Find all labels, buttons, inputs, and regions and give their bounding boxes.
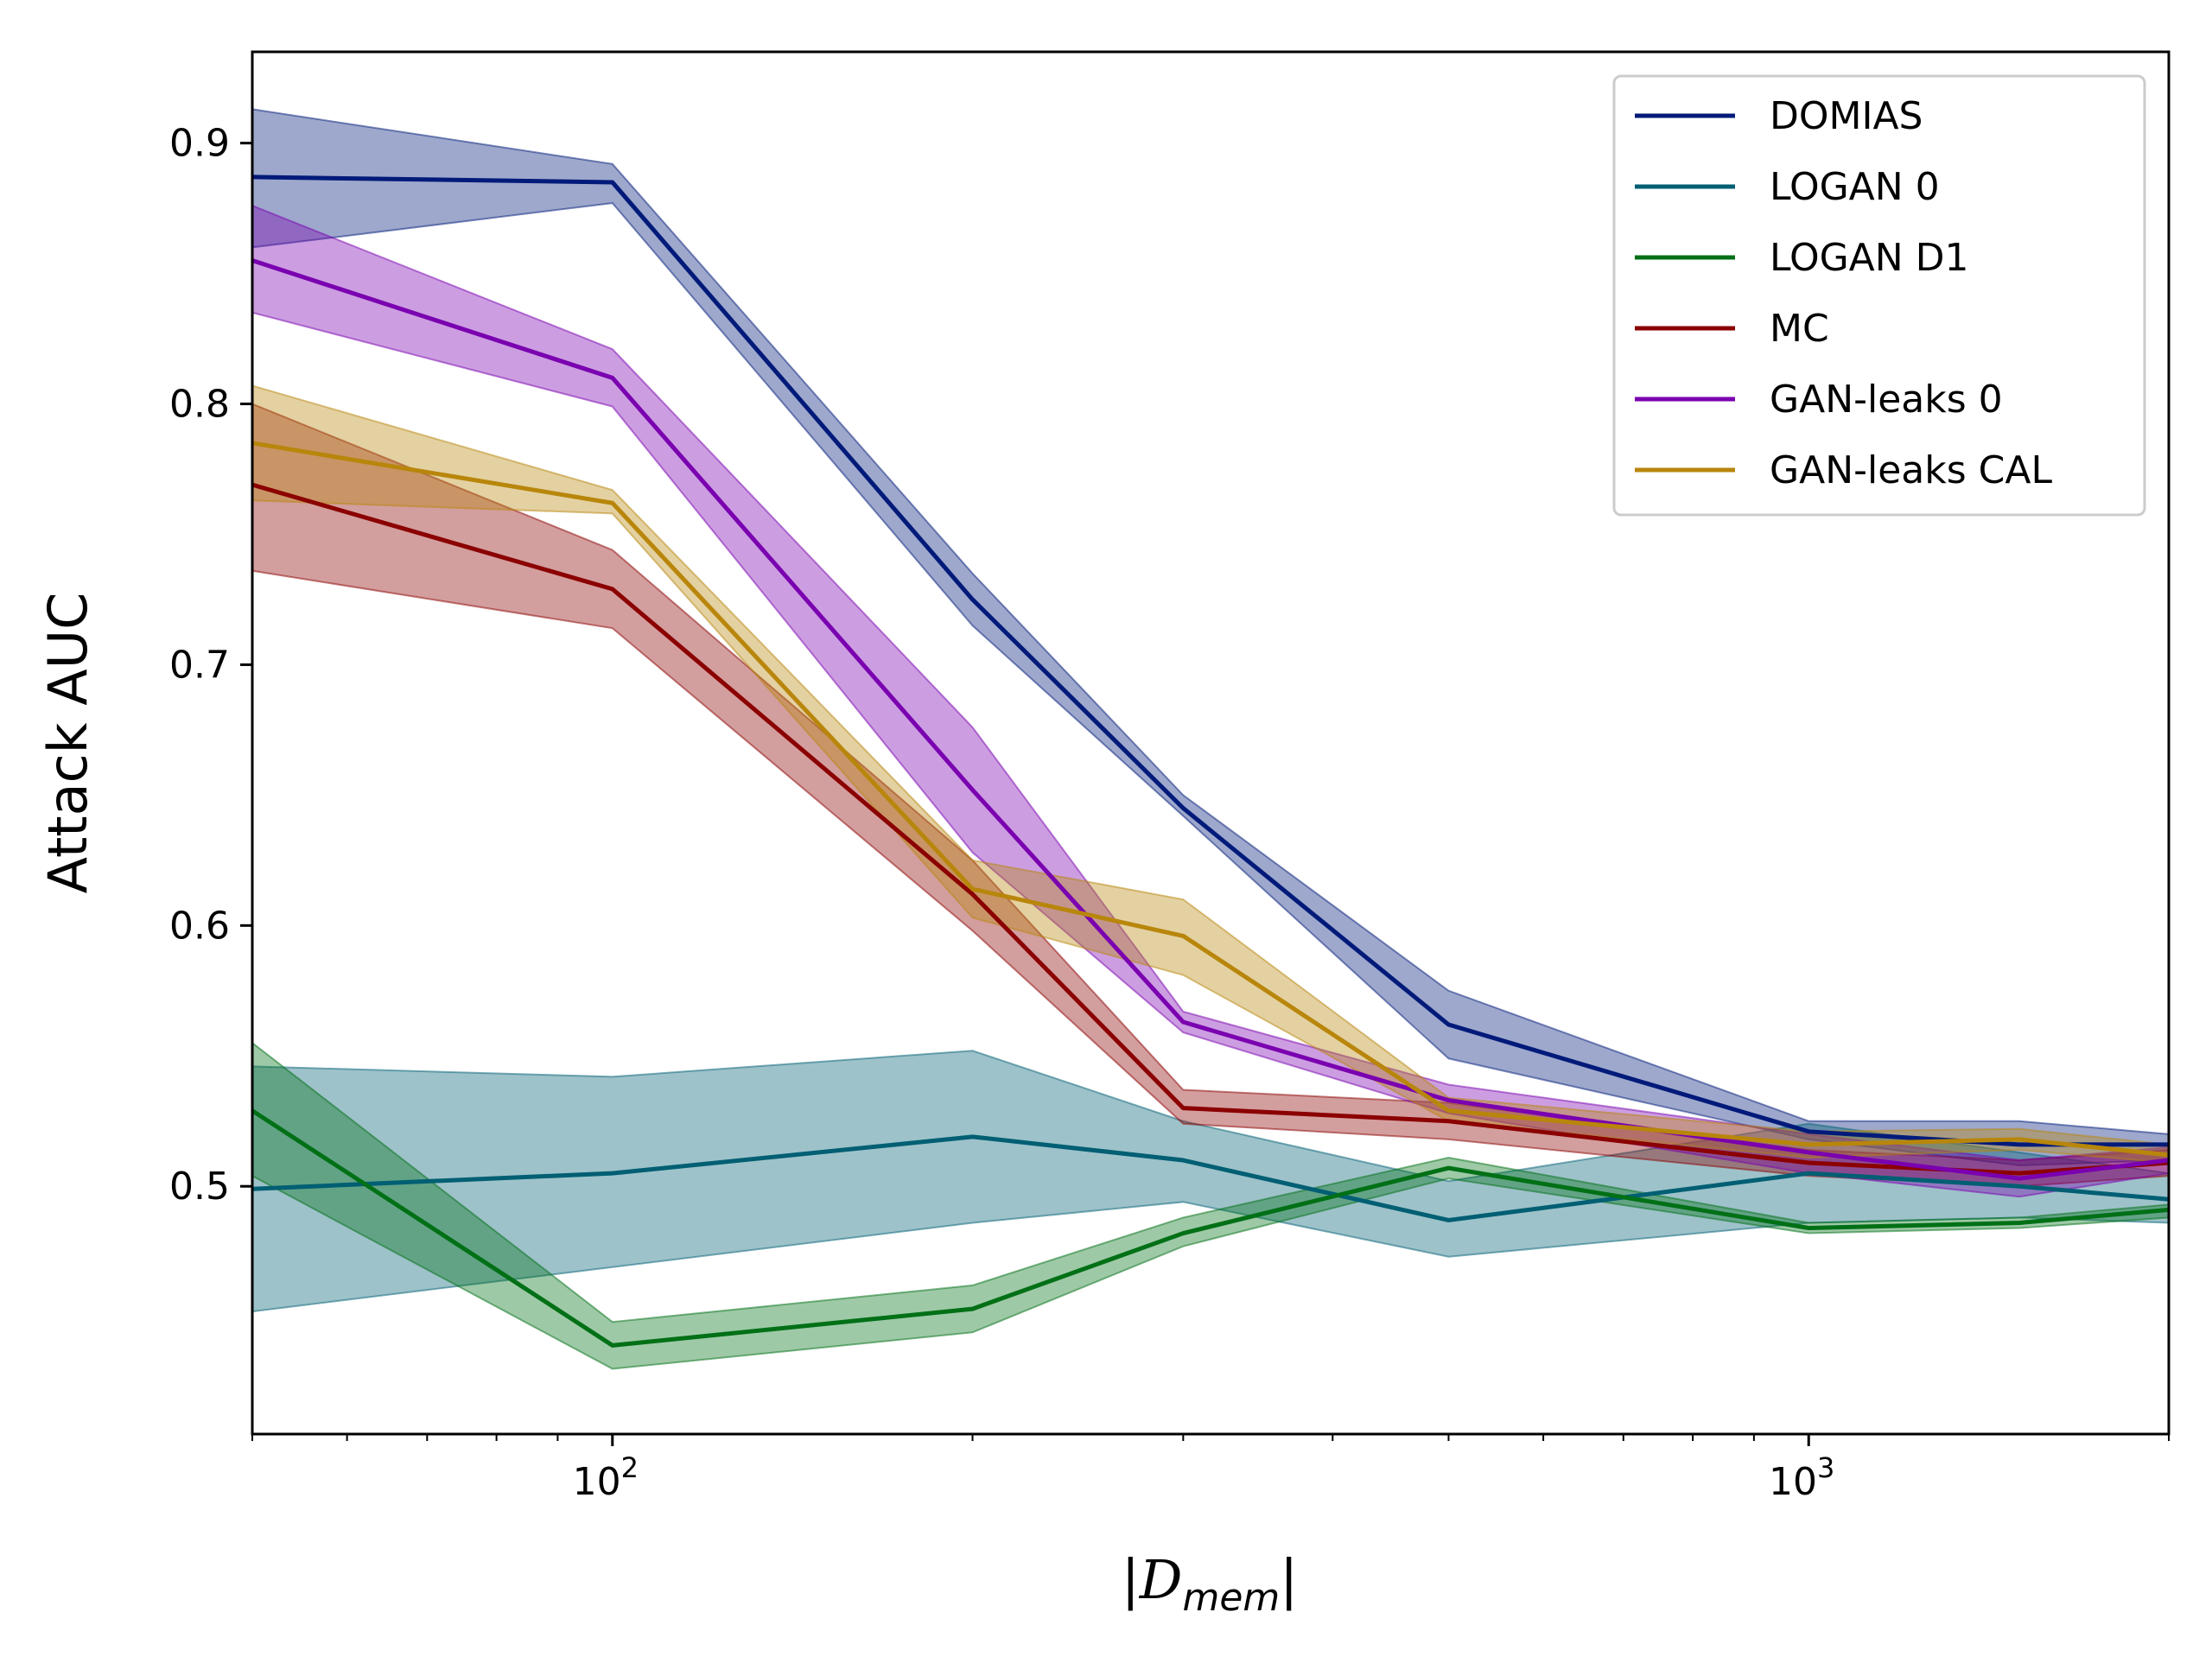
y-tick-label: 0.8 xyxy=(169,383,230,427)
series-line-5 xyxy=(251,441,2170,1158)
y-tick-label: 0.7 xyxy=(169,643,230,687)
y-tick-label: 0.9 xyxy=(169,122,230,166)
legend-label-2: LOGAN D1 xyxy=(1770,236,1969,280)
series-line-2 xyxy=(251,1108,2170,1348)
legend: DOMIAS LOGAN 0 LOGAN D1 MC GAN-leaks 0 GAN-le… xyxy=(1612,74,2146,517)
series-line-4 xyxy=(251,258,2170,1181)
legend-label-3: MC xyxy=(1770,307,1829,351)
series-lines xyxy=(251,175,2170,1348)
series-line-1 xyxy=(251,1134,2170,1222)
legend-label-5: GAN-leaks CAL xyxy=(1770,448,2052,492)
series-line-3 xyxy=(251,482,2170,1176)
legend-label-4: GAN-leaks 0 xyxy=(1770,378,2003,422)
plot-frame xyxy=(251,50,2171,1436)
legend-label-1: LOGAN 0 xyxy=(1770,165,1940,209)
y-tick-label: 0.5 xyxy=(169,1165,230,1209)
legend-label-0: DOMIAS xyxy=(1770,94,1923,138)
x-tick-label: 103 xyxy=(1769,1451,1834,1504)
legend-box xyxy=(1612,74,2146,517)
y-axis-title: Attack AUC xyxy=(36,593,99,894)
confidence-bands xyxy=(251,108,2170,1370)
y-tick-label: 0.6 xyxy=(169,904,230,948)
series-line-0 xyxy=(251,175,2169,1147)
